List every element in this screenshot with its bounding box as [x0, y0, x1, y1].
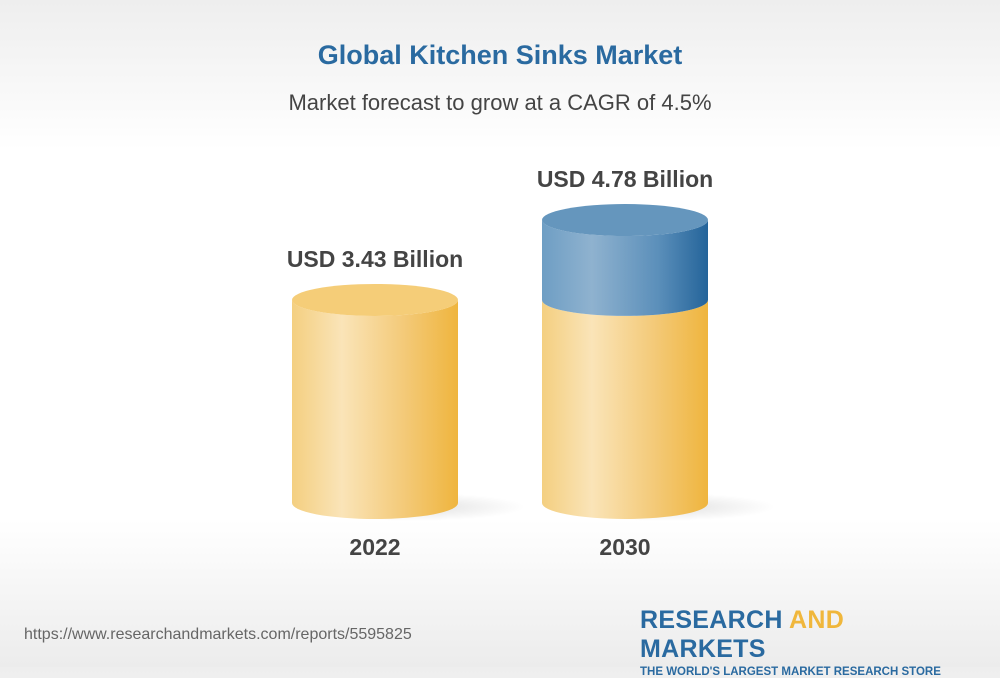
- logo-text-markets: MARKETS: [640, 635, 766, 663]
- category-label: 2022: [349, 534, 400, 560]
- data-label: USD 4.78 Billion: [537, 166, 713, 192]
- category-label: 2030: [599, 534, 650, 560]
- logo-text-research: RESEARCH: [640, 606, 790, 634]
- bar-top-2030: [542, 204, 708, 237]
- bar-growth-2030: [542, 220, 708, 316]
- logo-text-and: AND: [789, 606, 845, 634]
- logo-tagline: THE WORLD'S LARGEST MARKET RESEARCH STOR…: [640, 666, 941, 678]
- chart-title: Global Kitchen Sinks Market: [317, 40, 683, 70]
- data-label: USD 3.43 Billion: [287, 246, 463, 272]
- bar-top-2022: [292, 283, 458, 316]
- source-url[interactable]: https://www.researchandmarkets.com/repor…: [24, 626, 412, 643]
- chart-subtitle: Market forecast to grow at a CAGR of 4.5…: [288, 90, 712, 115]
- bar-2022: [292, 299, 458, 519]
- research-and-markets-logo: RESEARCH AND MARKETS THE WORLD'S LARGEST…: [640, 606, 976, 678]
- bar-base-2030: [542, 299, 708, 519]
